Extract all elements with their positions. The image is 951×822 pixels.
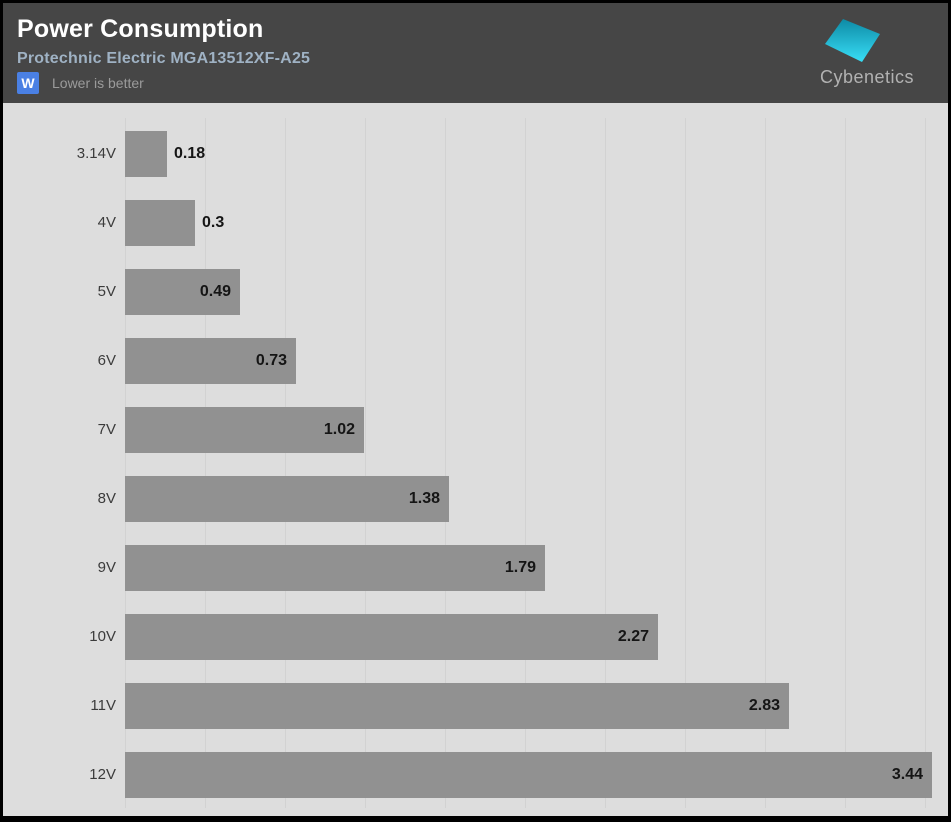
unit-badge: W <box>17 72 39 94</box>
value-label: 1.02 <box>323 421 355 438</box>
lower-is-better-note: Lower is better <box>52 75 144 91</box>
value-label: 0.18 <box>174 145 206 162</box>
category-label: 12V <box>89 766 116 783</box>
gridline <box>365 118 366 808</box>
gridline <box>285 118 286 808</box>
category-label: 3.14V <box>76 145 116 162</box>
category-label: 6V <box>97 352 116 369</box>
bar <box>125 683 789 729</box>
category-label: 8V <box>97 490 116 507</box>
gridline <box>765 118 766 808</box>
bar <box>125 338 296 384</box>
bar <box>125 269 240 315</box>
category-label: 4V <box>97 214 116 231</box>
bar-chart: 3.14V 0.18 4V 0.3 5V 0.49 6V 0.73 7V 1.02 8V 1.38 9V… <box>3 103 948 816</box>
chart-header: Power Consumption Protechnic Electric MG… <box>3 3 948 103</box>
cybenetics-logo: Cybenetics <box>820 16 922 88</box>
bar <box>125 131 167 177</box>
category-label: 10V <box>89 628 116 645</box>
value-label: 3.44 <box>891 766 923 783</box>
value-label: 2.83 <box>748 697 780 714</box>
value-label: 0.49 <box>199 283 231 300</box>
bar <box>125 614 658 660</box>
chart-title: Power Consumption <box>17 15 264 43</box>
category-label: 9V <box>97 559 116 576</box>
value-label: 1.38 <box>408 490 440 507</box>
category-label: 11V <box>90 697 116 714</box>
gridline <box>605 118 606 808</box>
gridline <box>685 118 686 808</box>
bar <box>125 407 364 453</box>
category-label: 5V <box>97 283 116 300</box>
gridline <box>445 118 446 808</box>
bar <box>125 476 449 522</box>
bar <box>125 752 932 798</box>
gridline <box>845 118 846 808</box>
cybenetics-logo-text: Cybenetics <box>820 67 915 87</box>
gridline <box>205 118 206 808</box>
value-label: 0.3 <box>202 214 225 231</box>
gridline <box>525 118 526 808</box>
value-label: 1.79 <box>504 559 536 576</box>
note-row: W Lower is better <box>17 72 144 94</box>
gridline <box>925 118 926 808</box>
cybenetics-logo-icon <box>825 19 880 62</box>
value-label: 0.73 <box>255 352 287 369</box>
bar <box>125 200 195 246</box>
chart-subtitle: Protechnic Electric MGA13512XF-A25 <box>17 50 311 67</box>
category-label: 7V <box>97 421 116 438</box>
value-label: 2.27 <box>617 628 649 645</box>
bar <box>125 545 545 591</box>
gridline <box>125 118 126 808</box>
